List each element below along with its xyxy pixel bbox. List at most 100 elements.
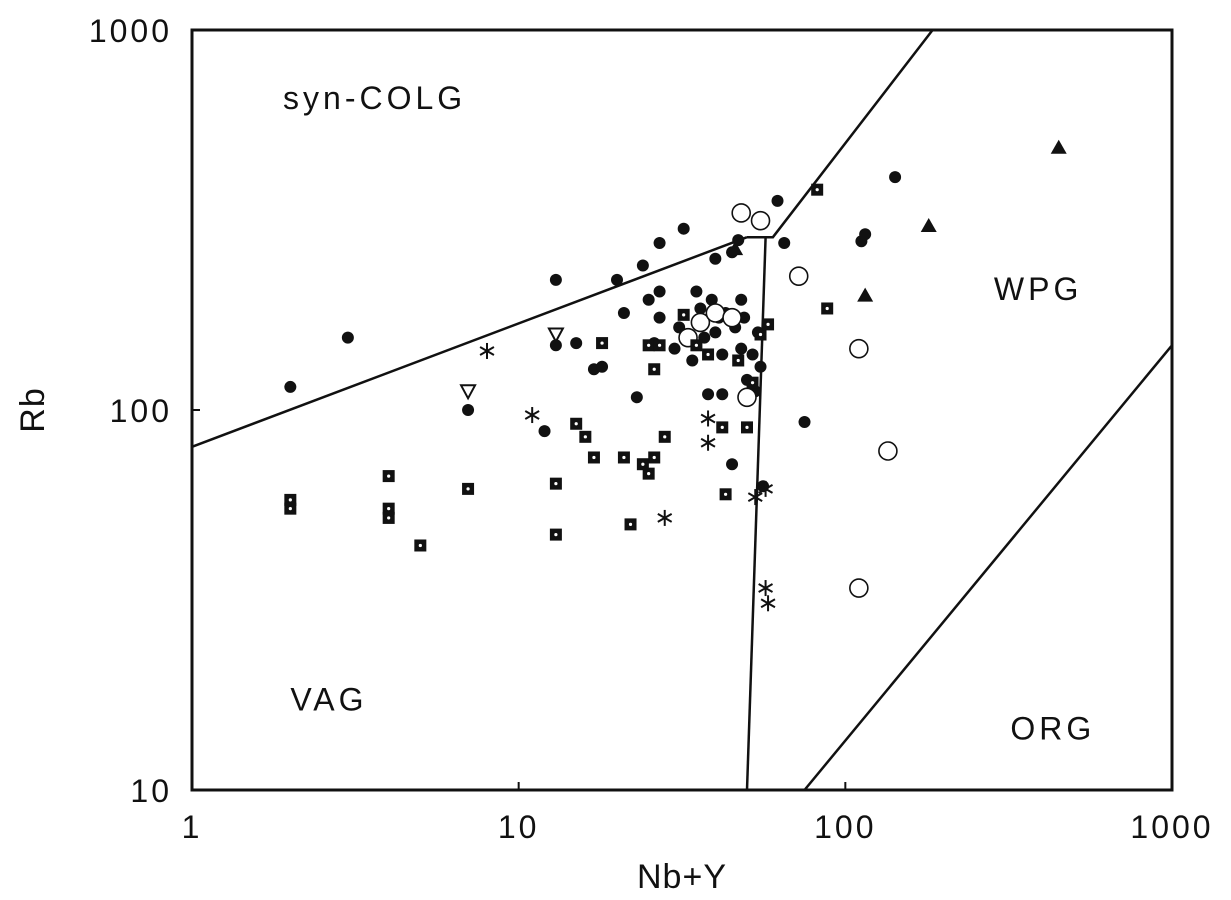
square-point — [648, 451, 661, 464]
asterisk-stroke — [479, 346, 495, 356]
square-center-dot — [652, 367, 656, 371]
open-circle-point — [731, 203, 752, 223]
square-center-dot — [387, 507, 391, 511]
y-tick-label: 100 — [110, 393, 172, 429]
filled-circle-point — [735, 342, 748, 355]
filled-circle-point — [636, 259, 649, 272]
filled-circle-point — [341, 331, 354, 344]
square-point — [658, 430, 671, 443]
square-point — [579, 430, 592, 443]
filled-triangle-point — [920, 217, 937, 232]
square-point — [549, 477, 562, 490]
square-point — [624, 518, 637, 531]
asterisk-stroke — [700, 413, 716, 424]
filled-circle-point — [549, 273, 562, 286]
asterisk-stroke — [657, 513, 673, 523]
asterisk-point — [700, 434, 716, 451]
open-circle-point — [690, 312, 711, 333]
filled-circle-point — [716, 348, 729, 361]
filled-circle-point — [653, 285, 666, 298]
filled-triangle-point — [857, 287, 874, 302]
square-center-dot — [600, 341, 604, 345]
square-center-dot — [694, 343, 698, 347]
boundary-line — [191, 236, 748, 448]
square-center-dot — [663, 435, 667, 439]
square-center-dot — [622, 455, 626, 460]
asterisk-point — [758, 480, 774, 497]
square-center-dot — [736, 358, 740, 363]
square-point — [740, 421, 753, 434]
square-center-dot — [723, 492, 728, 496]
square-point — [716, 421, 729, 434]
down-triangle-point — [547, 327, 565, 344]
plot-frame — [190, 28, 1174, 792]
square-point — [821, 302, 834, 315]
x-tick-label: 100 — [814, 809, 876, 845]
square-point — [690, 339, 703, 352]
filled-triangle-point — [727, 241, 744, 256]
filled-circle-point — [754, 360, 767, 373]
y-axis-label: Rb — [14, 387, 52, 432]
filled-circle-point — [284, 380, 297, 393]
down-triangle-point — [459, 384, 477, 401]
square-center-dot — [288, 507, 292, 511]
asterisk-stroke — [758, 583, 774, 593]
square-point — [549, 528, 562, 541]
square-center-dot — [288, 498, 292, 502]
square-center-dot — [825, 306, 829, 311]
filled-circle-point — [771, 194, 784, 207]
open-circle-point — [705, 303, 726, 323]
filled-circle-point — [778, 237, 791, 250]
filled-circle-point — [653, 311, 666, 324]
field-label: WPG — [994, 271, 1082, 307]
square-point — [382, 502, 395, 515]
x-tick-label: 1 — [182, 809, 203, 845]
filled-circle-point — [726, 458, 739, 471]
asterisk-point — [760, 595, 776, 612]
square-point — [811, 183, 824, 196]
asterisk-stroke — [760, 598, 776, 609]
asterisk-point — [524, 407, 540, 424]
asterisk-stroke — [524, 410, 540, 420]
square-center-dot — [647, 472, 651, 476]
asterisk-point — [479, 342, 495, 359]
filled-circle-point — [642, 293, 655, 306]
filled-circle-point — [716, 388, 729, 401]
x-axis-label: Nb+Y — [637, 858, 727, 896]
asterisk-point — [758, 580, 774, 597]
square-center-dot — [592, 455, 596, 460]
square-center-dot — [583, 435, 587, 439]
asterisk-stroke — [700, 437, 716, 448]
filled-triangle-point — [1050, 139, 1067, 154]
square-center-dot — [758, 332, 763, 337]
square-center-dot — [387, 474, 391, 478]
square-point — [642, 339, 655, 352]
asterisk-stroke — [747, 492, 763, 502]
square-point — [719, 488, 732, 501]
square-center-dot — [750, 381, 755, 385]
filled-circle-point — [570, 337, 583, 350]
square-point — [596, 337, 609, 350]
asterisk-point — [700, 410, 716, 427]
filled-circle-point — [611, 273, 624, 286]
square-center-dot — [387, 516, 391, 520]
field-label: syn-COLG — [283, 80, 466, 116]
square-point — [746, 376, 759, 389]
filled-circle-point — [735, 293, 748, 306]
filled-circle-point — [709, 252, 722, 265]
square-center-dot — [815, 188, 819, 192]
open-circle-point — [849, 338, 869, 359]
field-label: VAG — [290, 681, 367, 717]
square-point — [762, 318, 775, 331]
open-circle-point — [788, 266, 809, 286]
square-point — [636, 458, 649, 471]
square-point — [648, 363, 661, 376]
filled-circle-point — [617, 306, 630, 319]
square-center-dot — [641, 462, 645, 466]
square-point — [382, 470, 395, 483]
filled-circle-point — [630, 391, 643, 404]
square-point — [462, 482, 475, 495]
filled-circle-point — [677, 222, 690, 235]
